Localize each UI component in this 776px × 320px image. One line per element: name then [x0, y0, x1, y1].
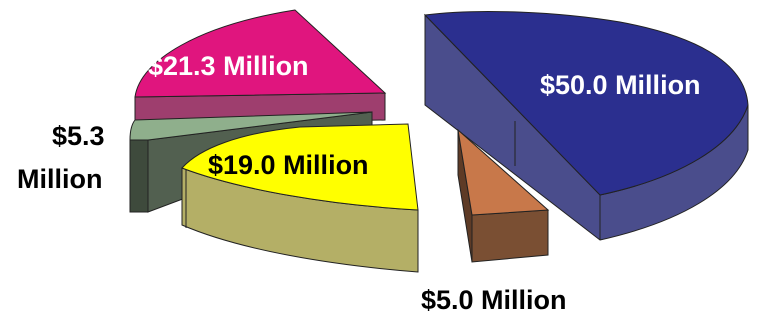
slice-group-19m [181, 123, 419, 273]
slice-group-50m [423, 10, 749, 241]
slice-5-3m-front [129, 139, 149, 213]
slice-19m-top [181, 123, 419, 211]
slice-5-3m-top [129, 111, 373, 141]
slice-label-5-3m-line2: Million [17, 164, 102, 194]
slice-group-5-0m [457, 128, 550, 263]
slice-label-5-3m-line1: $5.3 [52, 121, 105, 151]
slice-label-50m: $50.0 Million [540, 70, 701, 100]
slice-21-3m-top [134, 9, 387, 98]
slice-50m-top [423, 10, 749, 196]
slice-label-19m: $19.0 Million [208, 150, 369, 180]
slice-label-21-3m: $21.3 Million [148, 51, 309, 81]
slice-5-0m-top [457, 128, 550, 216]
slice-label-5-0m: $5.0 Million [421, 285, 567, 315]
slice-5-0m-front [471, 209, 549, 263]
